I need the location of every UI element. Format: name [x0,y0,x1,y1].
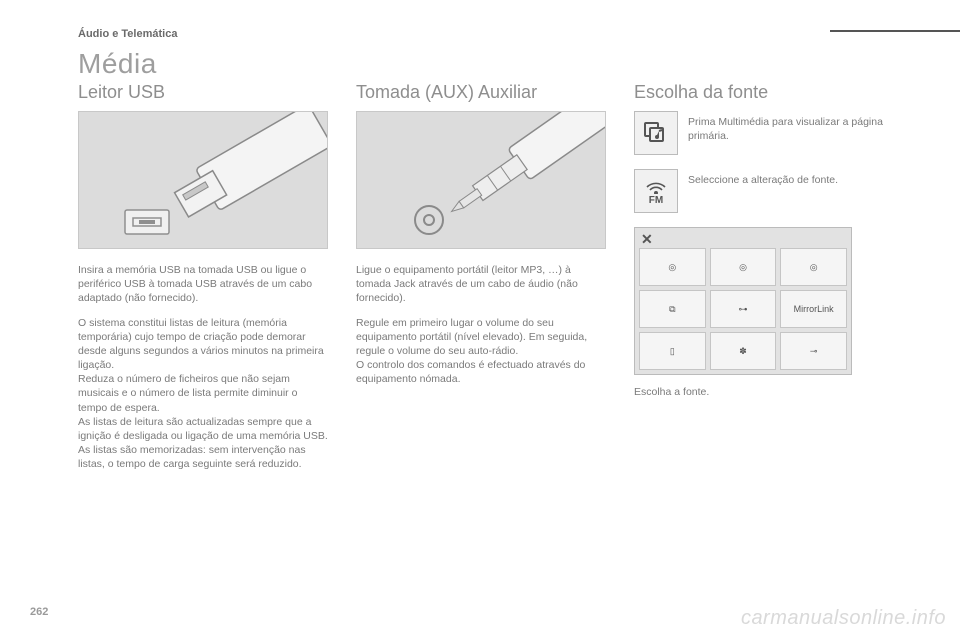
radio-disc-3-icon: ◎ [780,248,847,286]
sd-card-icon: ⧉ [639,290,706,328]
column-usb: Leitor USB Insira a memória USB na [78,82,328,481]
aux-para-1: Ligue o equipamento portátil (leitor MP3… [356,263,606,306]
radio-disc-2-icon: ◎ [710,248,777,286]
source-caption: Escolha a fonte. [634,385,884,399]
usb-connector-illustration [78,111,328,249]
usb-para-2: O sistema constitui listas de leitura (m… [78,316,328,472]
mirrorlink-icon: MirrorLink [780,290,847,328]
aux-jack-illustration [356,111,606,249]
page-number: 262 [30,606,48,618]
fm-label: FM [649,195,663,206]
radio-disc-1-icon: ◎ [639,248,706,286]
usb-heading: Leitor USB [78,82,328,103]
aux-icon: ⊸ [780,332,847,370]
aux-heading: Tomada (AUX) Auxiliar [356,82,606,103]
column-source: Escolha da fonte Prima Multimédia para v… [634,82,884,481]
media-icon-desc: Prima Multimédia para visualizar a págin… [688,111,884,143]
source-panel: ✕ ◎◎◎⧉⊶MirrorLink▯✽⊸ [634,227,852,375]
aux-para-2: Regule em primeiro lugar o volume do seu… [356,316,606,387]
usb-icon: ⊶ [710,290,777,328]
fm-icon-desc: Seleccione a alteração de fonte. [688,169,838,187]
section-label: Áudio e Telemática [78,28,177,40]
watermark: carmanualsonline.info [741,607,946,630]
header-rule [830,30,960,32]
ipod-icon: ▯ [639,332,706,370]
media-icon [634,111,678,155]
bluetooth-icon: ✽ [710,332,777,370]
column-aux: Tomada (AUX) Auxiliar [356,82,606,481]
source-heading: Escolha da fonte [634,82,884,103]
fm-icon: FM [634,169,678,213]
page-title: Média [78,48,902,80]
close-icon: ✕ [639,232,847,248]
usb-para-1: Insira a memória USB na tomada USB ou li… [78,263,328,306]
